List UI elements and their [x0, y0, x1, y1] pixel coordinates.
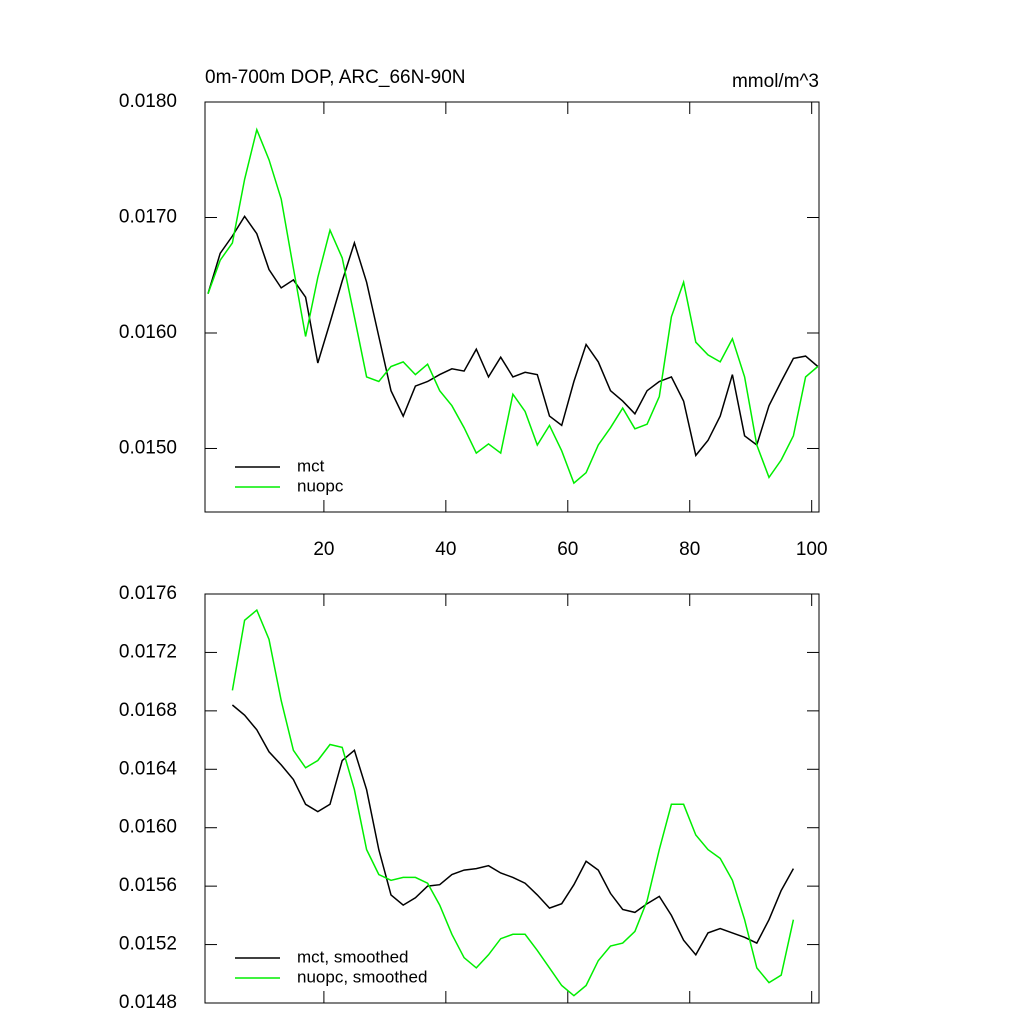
y-tick-label: 0.0168	[119, 700, 177, 721]
y-tick-label: 0.0172	[119, 641, 177, 662]
data-line	[231, 704, 795, 957]
x-tick-label: 40	[435, 539, 456, 560]
x-tick-label: 80	[679, 539, 700, 560]
y-tick-label: 0.0148	[119, 992, 177, 1013]
y-tick-label: 0.0180	[119, 91, 177, 112]
y-tick-label: 0.0156	[119, 875, 177, 896]
chart-title: 0m-700m DOP, ARC_66N-90N	[205, 67, 465, 88]
x-tick-label: 20	[313, 539, 334, 560]
y-tick-label: 0.0152	[119, 934, 177, 955]
y-tick-label: 0.0160	[119, 817, 177, 838]
legend-label: mct	[297, 456, 325, 475]
y-tick-label: 0.0150	[119, 437, 177, 458]
data-line	[207, 127, 819, 485]
plot-frame	[204, 101, 820, 513]
data-line	[231, 608, 795, 997]
units-label: mmol/m^3	[732, 71, 819, 92]
y-tick-label: 0.0176	[119, 583, 177, 604]
plot-frame	[204, 593, 820, 1004]
x-tick-label: 100	[796, 539, 828, 560]
legend-label: nuopc	[297, 476, 344, 495]
x-tick-label: 60	[557, 539, 578, 560]
y-tick-label: 0.0160	[119, 322, 177, 343]
y-tick-label: 0.0170	[119, 207, 177, 228]
data-line	[207, 214, 819, 458]
legend-label: nuopc, smoothed	[297, 967, 427, 986]
y-tick-label: 0.0164	[119, 758, 178, 779]
legend-label: mct, smoothed	[297, 947, 409, 966]
